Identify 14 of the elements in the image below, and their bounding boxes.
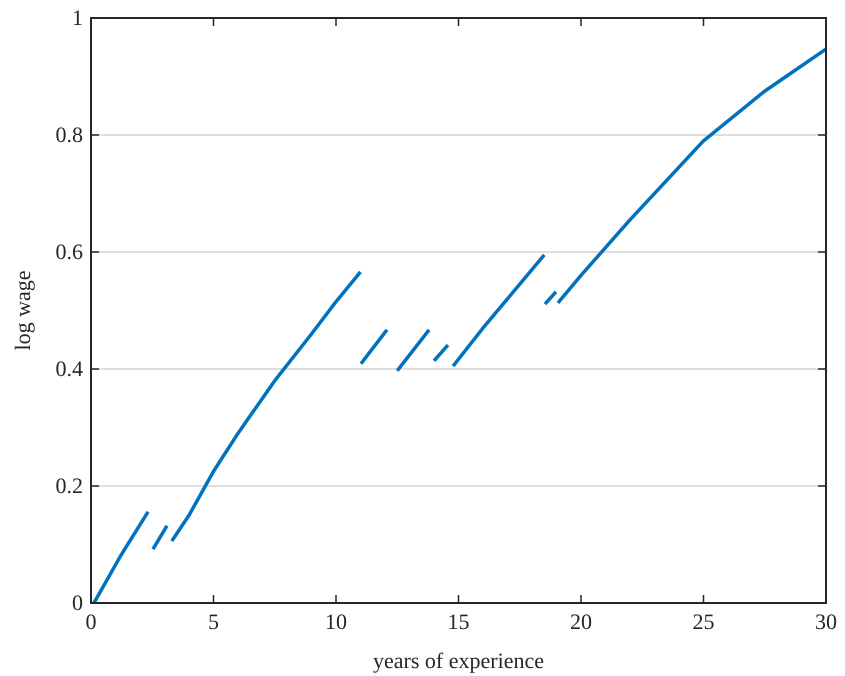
y-tick-label: 0 — [72, 590, 83, 615]
x-tick-label: 30 — [815, 609, 837, 634]
y-axis-title: log wage — [10, 270, 35, 351]
x-tick-label: 25 — [692, 609, 714, 634]
x-tick-label: 15 — [448, 609, 470, 634]
y-tick-label: 0.8 — [56, 122, 83, 147]
y-tick-label: 0.2 — [56, 473, 83, 498]
x-axis-title: years of experience — [372, 648, 544, 673]
x-tick-label: 20 — [570, 609, 592, 634]
y-tick-label: 0.4 — [56, 356, 83, 381]
y-tick-label: 0.6 — [56, 239, 83, 264]
x-tick-label: 5 — [208, 609, 219, 634]
y-tick-label: 1 — [72, 5, 83, 30]
x-tick-label: 10 — [325, 609, 347, 634]
